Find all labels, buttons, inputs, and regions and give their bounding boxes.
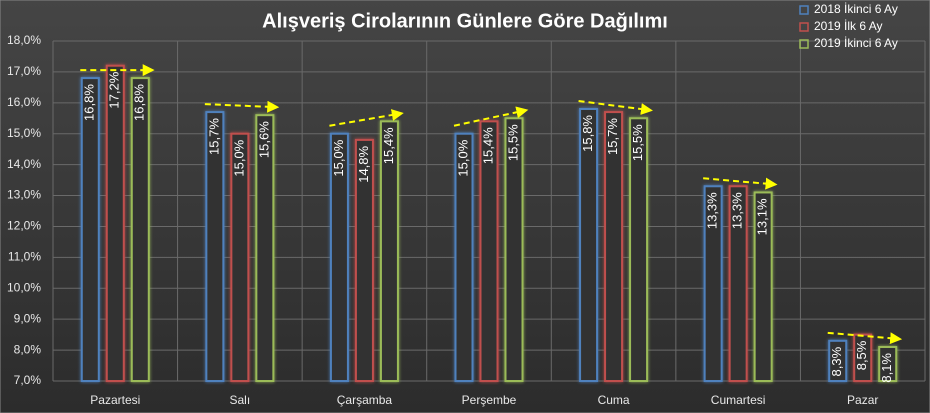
trend-arrow (703, 177, 778, 190)
x-tick-label: Çarşamba (337, 393, 393, 407)
bar (728, 185, 748, 382)
data-label: 15,5% (630, 124, 645, 161)
x-tick-label: Pazar (847, 393, 878, 407)
data-label: 15,8% (580, 115, 595, 152)
data-label: 8,1% (879, 353, 894, 383)
y-tick-label: 15,0% (7, 126, 41, 140)
bar (629, 117, 649, 382)
legend-swatch (799, 5, 809, 15)
bar (604, 111, 624, 382)
y-tick-label: 12,0% (7, 219, 41, 233)
data-label: 15,0% (331, 139, 346, 176)
data-label: 17,2% (107, 71, 122, 108)
data-label: 13,3% (730, 192, 745, 229)
trend-arrow (453, 106, 529, 127)
bar (105, 64, 125, 383)
data-label: 15,0% (231, 139, 246, 176)
bar (579, 108, 599, 382)
data-label: 15,4% (480, 127, 495, 164)
bar (255, 114, 275, 382)
bar (354, 138, 374, 382)
data-label: 8,3% (829, 346, 844, 376)
bar (479, 120, 499, 382)
legend-swatch (799, 39, 809, 49)
y-tick-label: 8,0% (14, 342, 42, 356)
x-tick-label: Perşembe (462, 393, 517, 407)
data-label: 15,4% (381, 127, 396, 164)
data-label: 15,6% (256, 121, 271, 158)
bar (205, 111, 225, 382)
bar (703, 185, 723, 382)
legend-label: 2019 İkinci 6 Ay (814, 36, 898, 50)
y-tick-label: 14,0% (7, 157, 41, 171)
x-tick-label: Salı (230, 393, 251, 407)
bar (80, 77, 100, 382)
bar (828, 339, 848, 382)
bar (130, 77, 150, 382)
bar (853, 333, 873, 382)
data-label: 14,8% (356, 145, 371, 182)
x-tick-label: Pazartesi (90, 393, 140, 407)
y-tick-label: 17,0% (7, 64, 41, 78)
trend-arrow (329, 109, 404, 127)
bar (230, 132, 250, 382)
data-label: 13,1% (755, 198, 770, 235)
trend-arrow (827, 331, 903, 345)
y-tick-label: 10,0% (7, 280, 41, 294)
y-tick-label: 7,0% (14, 373, 42, 387)
trend-arrow (578, 100, 653, 115)
y-tick-label: 13,0% (7, 188, 41, 202)
legend-swatch (799, 22, 809, 32)
x-tick-label: Cuma (598, 393, 630, 407)
data-label: 13,3% (705, 192, 720, 229)
bar (504, 117, 524, 382)
bar (329, 132, 349, 382)
data-label: 16,8% (132, 84, 147, 121)
legend-label: 2018 İkinci 6 Ay (814, 2, 898, 16)
data-label: 8,5% (854, 340, 869, 370)
data-label: 15,5% (505, 124, 520, 161)
data-label: 16,8% (82, 84, 97, 121)
legend-label: 2019 İlk 6 Ay (814, 19, 883, 33)
data-label: 15,0% (455, 139, 470, 176)
bar (379, 120, 399, 382)
y-tick-label: 16,0% (7, 95, 41, 109)
bar (454, 132, 474, 382)
bar (753, 191, 773, 382)
trend-arrow (204, 100, 280, 113)
data-label: 15,7% (605, 118, 620, 155)
y-tick-label: 18,0% (7, 33, 41, 47)
chart-title: Alışveriş Cirolarının Günlere Göre Dağıl… (262, 10, 668, 32)
y-tick-label: 11,0% (8, 250, 41, 264)
bar (878, 346, 898, 382)
x-tick-label: Cumartesi (711, 393, 766, 407)
y-tick-label: 9,0% (14, 311, 42, 325)
data-label: 15,7% (206, 118, 221, 155)
